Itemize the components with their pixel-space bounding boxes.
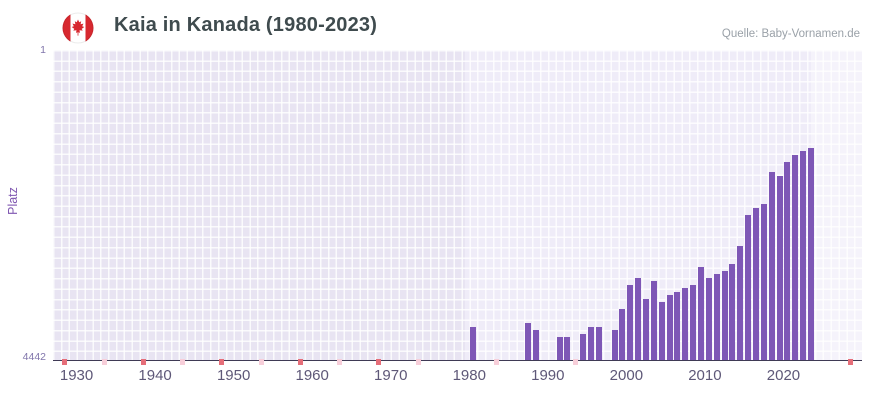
x-tick-label-1950: 1950: [216, 367, 251, 384]
rank-bar-2009[interactable]: [697, 267, 704, 361]
rank-bar-2002[interactable]: [643, 298, 649, 361]
rank-bar-2008[interactable]: [690, 284, 697, 361]
y-tick-label-bottom: 4442: [22, 351, 46, 363]
rank-bar-2019[interactable]: [776, 175, 783, 361]
x-tick-label-1930: 1930: [59, 367, 94, 384]
canada-flag-icon: [62, 12, 94, 44]
no-data-marker-1938: [140, 358, 146, 365]
rank-bar-2000[interactable]: [627, 284, 634, 361]
rank-bar-1999[interactable]: [619, 309, 626, 361]
x-axis-labels: 1930 1940 1950 1960 1970 1980 1990 2000 2010 2020: [53, 367, 862, 389]
x-tick-label-2020: 2020: [766, 367, 801, 384]
x-tick-label-1940: 1940: [138, 367, 172, 384]
plot-area: [53, 50, 862, 365]
x-axis-line: [53, 359, 862, 361]
rank-bar-1996[interactable]: [595, 326, 602, 361]
x-tick-label-2010: 2010: [688, 367, 722, 384]
rank-bar-2013[interactable]: [729, 263, 736, 361]
y-tick-label-top: 1: [40, 44, 46, 56]
no-data-marker-1963: [337, 358, 343, 365]
source-attribution: Quelle: Baby-Vornamen.de: [721, 28, 860, 40]
no-data-marker-1993: [572, 358, 578, 365]
rank-bar-1995[interactable]: [588, 326, 595, 361]
rank-bar-2022[interactable]: [800, 151, 807, 361]
rank-bar-1980[interactable]: [470, 326, 477, 361]
markers-layer: [53, 50, 862, 365]
no-data-marker-1943: [180, 358, 186, 365]
rank-bar-2001[interactable]: [635, 277, 642, 361]
rank-bar-1988[interactable]: [533, 330, 540, 361]
page-title: Kaia in Kanada (1980-2023): [114, 14, 378, 36]
no-data-marker-1953: [258, 358, 264, 365]
rank-bar-1994[interactable]: [580, 333, 587, 361]
no-data-marker-1948: [219, 358, 225, 365]
x-tick-label-1980: 1980: [452, 367, 486, 384]
no-data-marker-1928: [62, 358, 68, 365]
rank-bar-2014[interactable]: [737, 246, 744, 361]
no-data-marker-1968: [376, 358, 382, 365]
rank-bar-1991[interactable]: [556, 337, 563, 361]
no-data-marker-1958: [297, 358, 303, 365]
x-tick-label-2000: 2000: [609, 367, 644, 384]
rank-bar-2020[interactable]: [784, 161, 791, 361]
rank-bar-2004[interactable]: [658, 302, 665, 361]
rank-bar-2006[interactable]: [674, 291, 681, 361]
rank-bar-2021[interactable]: [792, 154, 799, 361]
rank-bar-1987[interactable]: [525, 323, 532, 361]
rank-bar-2003[interactable]: [650, 281, 657, 361]
rank-bar-2012[interactable]: [721, 270, 728, 361]
rank-bar-2010[interactable]: [705, 277, 712, 361]
x-tick-label-1970: 1970: [374, 367, 408, 384]
rank-bar-1998[interactable]: [611, 330, 618, 361]
rank-bar-2005[interactable]: [666, 295, 673, 361]
no-data-marker-1983: [494, 358, 500, 365]
no-data-marker-1973: [415, 358, 421, 365]
rank-bar-2015[interactable]: [745, 214, 752, 361]
rank-bar-2011[interactable]: [713, 274, 720, 361]
rank-bar-2017[interactable]: [760, 204, 767, 361]
y-axis-title: Platz: [6, 187, 20, 215]
no-data-marker-2028: [847, 358, 853, 365]
rank-bar-2023[interactable]: [807, 147, 814, 361]
rank-bar-2016[interactable]: [752, 207, 759, 361]
x-tick-label-1960: 1960: [295, 367, 329, 384]
rank-bar-2007[interactable]: [682, 288, 689, 361]
rank-bar-1992[interactable]: [564, 337, 571, 361]
x-tick-label-1990: 1990: [531, 367, 565, 384]
rank-bar-2018[interactable]: [768, 172, 775, 361]
bars-layer: [53, 50, 862, 361]
no-data-marker-1933: [101, 358, 107, 365]
